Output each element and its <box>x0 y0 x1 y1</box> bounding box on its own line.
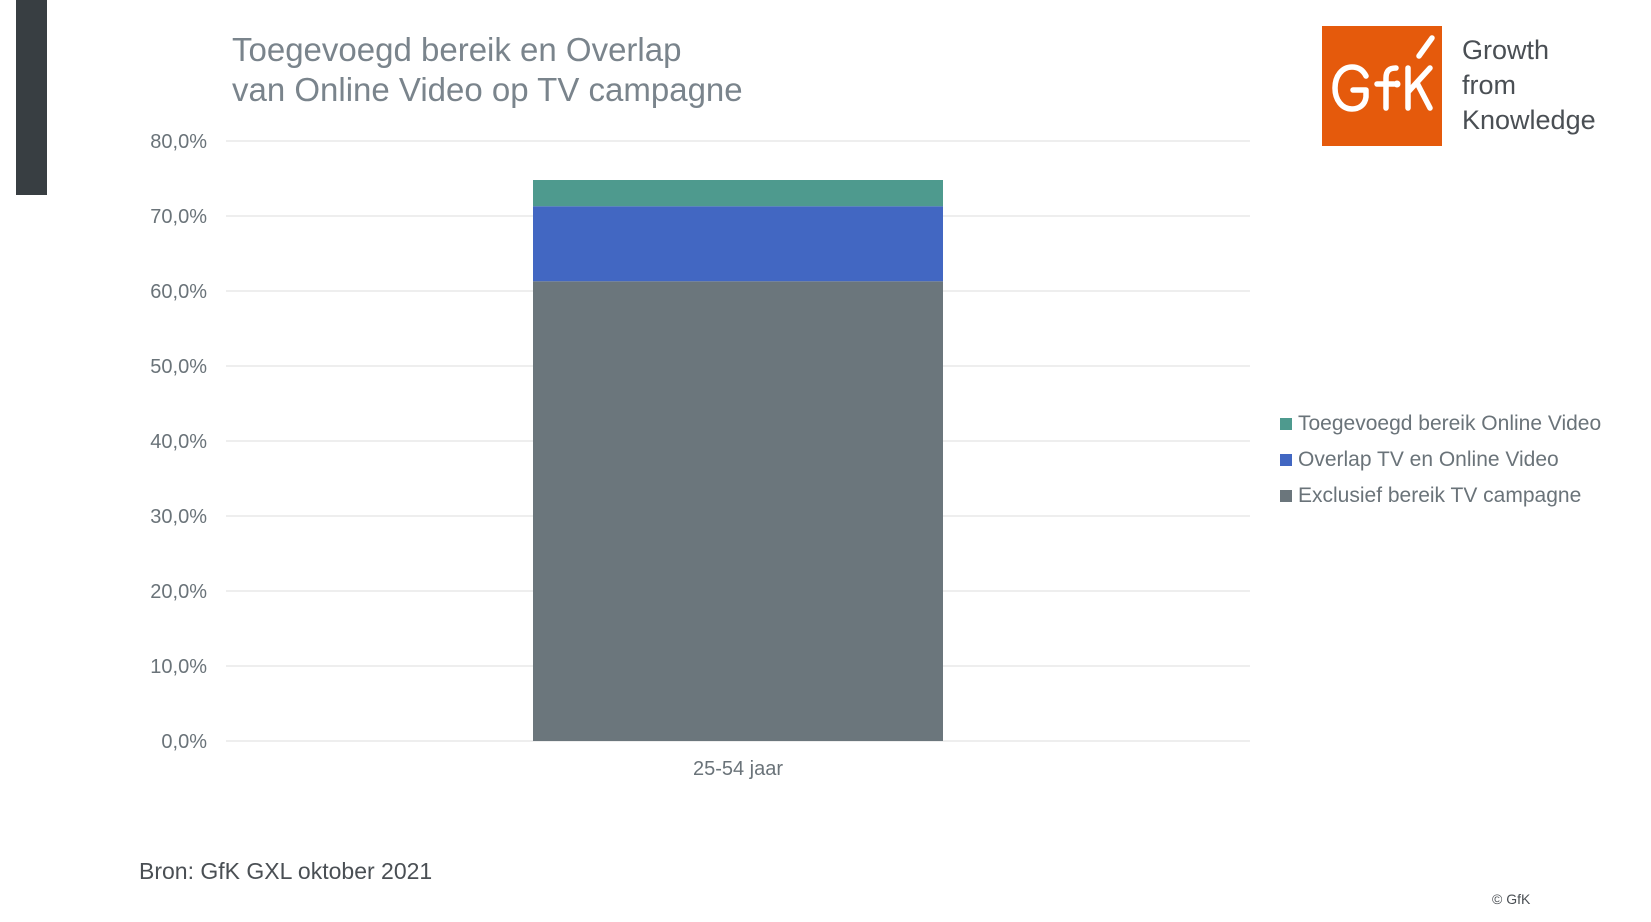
legend-label: Toegevoegd bereik Online Video <box>1298 412 1602 435</box>
side-accent-bar <box>16 0 47 195</box>
chart-title-line-2: van Online Video op TV campagne <box>232 71 743 108</box>
y-tick-label: 0,0% <box>161 731 207 753</box>
legend-item: Exclusief bereik TV campagne <box>1280 478 1601 514</box>
gfk-tagline: Growth from Knowledge <box>1462 33 1596 138</box>
y-tick-label: 40,0% <box>150 431 207 453</box>
y-tick-label: 50,0% <box>150 356 207 378</box>
legend-swatch <box>1280 490 1292 502</box>
bar-segment-toegevoegd-bereik-online-video <box>533 180 943 207</box>
bar-segment-exclusief-bereik-tv-campagne <box>533 281 943 741</box>
x-tick-label: 25-54 jaar <box>693 758 783 780</box>
gfk-logo-mark <box>1332 35 1435 112</box>
gfk-logo <box>1322 26 1442 146</box>
y-tick-label: 20,0% <box>150 581 207 603</box>
legend-label: Exclusief bereik TV campagne <box>1298 484 1582 507</box>
tagline-line: Knowledge <box>1462 105 1596 135</box>
source-note: Bron: GfK GXL oktober 2021 <box>139 858 433 884</box>
legend-label: Overlap TV en Online Video <box>1298 448 1559 471</box>
legend-swatch <box>1280 418 1292 430</box>
x-axis-tick-labels: 25-54 jaar <box>693 758 783 780</box>
y-tick-label: 60,0% <box>150 281 207 303</box>
chart-title: Toegevoegd bereik en Overlap van Online … <box>232 30 743 110</box>
chart-legend: Toegevoegd bereik Online Video Overlap TV… <box>1280 406 1601 514</box>
y-tick-label: 30,0% <box>150 506 207 528</box>
y-axis-tick-labels: 0,0% 10,0% 20,0% 30,0% 40,0% 50,0% 60,0% 70,0% 8… <box>150 131 207 753</box>
y-tick-label: 10,0% <box>150 656 207 678</box>
y-tick-label: 80,0% <box>150 131 207 153</box>
copyright: © GfK <box>1492 891 1531 907</box>
legend-item: Toegevoegd bereik Online Video <box>1280 406 1601 442</box>
tagline-line: from <box>1462 70 1516 100</box>
legend-item: Overlap TV en Online Video <box>1280 442 1601 478</box>
tagline-line: Growth <box>1462 35 1550 65</box>
bar-segment-overlap-tv-en-online-video <box>533 206 943 282</box>
y-tick-label: 70,0% <box>150 206 207 228</box>
bar-stack <box>533 180 943 741</box>
legend-swatch <box>1280 454 1292 466</box>
chart-title-line-1: Toegevoegd bereik en Overlap <box>232 31 682 68</box>
